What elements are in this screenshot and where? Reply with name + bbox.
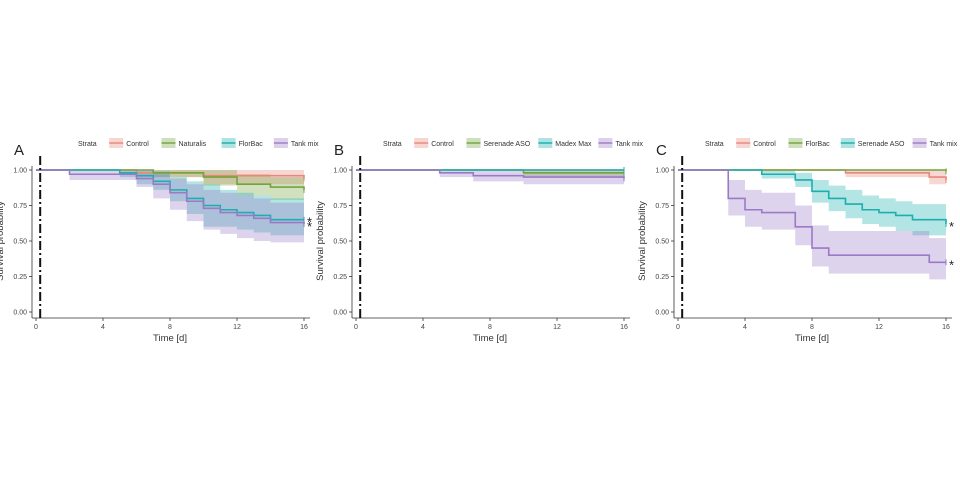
legend-label: Serenade ASO <box>858 141 905 148</box>
y-tick-label: 0.50 <box>13 239 27 246</box>
y-axis-label: Survival probability <box>0 201 6 281</box>
y-tick-label: 1.00 <box>333 168 347 175</box>
x-tick-label: 0 <box>676 324 680 331</box>
y-tick-label: 0.00 <box>333 310 347 317</box>
ci-band-tank-mix <box>678 170 946 280</box>
significance-asterisk: * <box>949 219 954 234</box>
x-tick-label: 8 <box>810 324 814 331</box>
legend-label: Control <box>753 141 776 148</box>
survival-curve-naturalis <box>36 169 305 190</box>
y-tick-label: 0.00 <box>655 310 669 317</box>
significance-asterisk: * <box>307 215 312 230</box>
legend-label: Control <box>126 141 149 148</box>
legend-label: FlorBac <box>239 141 264 148</box>
y-tick-label: 1.00 <box>13 168 27 175</box>
ci-band-florbac <box>36 170 304 236</box>
legend-title: Strata <box>705 141 724 148</box>
ci-band-serenade-aso <box>678 170 946 240</box>
survival-curve-tank-mix <box>36 169 305 224</box>
y-tick-label: 0.50 <box>333 239 347 246</box>
legend-title: Strata <box>78 141 97 148</box>
y-tick-label: 0.25 <box>655 274 669 281</box>
panel-a: A Strata Control Naturalis FlorBac Tank mix 0.… <box>0 138 319 344</box>
legend-label: Naturalis <box>179 141 207 148</box>
y-tick-label: 0.75 <box>13 203 27 210</box>
y-tick-label: 0.00 <box>13 310 27 317</box>
x-tick-label: 0 <box>34 324 38 331</box>
x-axis-label: Time [d] <box>473 333 507 344</box>
ci-band-serenade-aso <box>356 170 624 178</box>
panel-letter: A <box>14 142 24 159</box>
legend-label: Tank mix <box>615 141 643 148</box>
survival-curve-tank-mix <box>678 169 946 264</box>
y-tick-label: 0.25 <box>13 274 27 281</box>
x-tick-label: 4 <box>421 324 425 331</box>
x-tick-label: 16 <box>942 324 950 331</box>
panel-c: C Strata Control FlorBac Serenade ASO Tank mi… <box>637 138 958 344</box>
y-tick-label: 0.75 <box>655 203 669 210</box>
legend-label: Serenade ASO <box>484 141 531 148</box>
legend-label: Control <box>431 141 454 148</box>
legend-label: Madex Max <box>555 141 592 148</box>
legend-label: Tank mix <box>291 141 319 148</box>
significance-asterisk: * <box>307 219 312 234</box>
x-tick-label: 4 <box>743 324 747 331</box>
x-tick-label: 16 <box>300 324 308 331</box>
ci-band-tank-mix <box>356 170 624 186</box>
ci-band-control <box>678 170 946 188</box>
x-tick-label: 16 <box>620 324 628 331</box>
y-axis-label: Survival probability <box>315 201 326 281</box>
panel-b: B Strata Control Serenade ASO Madex Max Tank … <box>315 138 644 344</box>
legend: Strata Control FlorBac Serenade ASO Tank mix <box>705 138 958 148</box>
panel-letter: B <box>334 142 344 159</box>
x-tick-label: 12 <box>553 324 561 331</box>
significance-asterisk: * <box>949 257 954 272</box>
panel-letter: C <box>656 142 667 159</box>
legend-label: FlorBac <box>806 141 831 148</box>
x-tick-label: 12 <box>233 324 241 331</box>
y-tick-label: 0.50 <box>655 239 669 246</box>
y-tick-label: 0.75 <box>333 203 347 210</box>
survival-curve-tank-mix <box>356 169 625 179</box>
x-tick-label: 8 <box>168 324 172 331</box>
x-tick-label: 12 <box>875 324 883 331</box>
x-tick-label: 8 <box>488 324 492 331</box>
x-tick-label: 0 <box>354 324 358 331</box>
legend-label: Tank mix <box>930 141 958 148</box>
x-tick-label: 4 <box>101 324 105 331</box>
y-axis-label: Survival probability <box>637 201 648 281</box>
legend: Strata Control Serenade ASO Madex Max Tank m… <box>383 138 644 148</box>
x-axis-label: Time [d] <box>153 333 187 344</box>
ci-band-tank-mix <box>36 170 304 244</box>
legend-title: Strata <box>383 141 402 148</box>
legend: Strata Control Naturalis FlorBac Tank mix <box>78 138 319 148</box>
survival-curve-serenade-aso <box>678 169 947 224</box>
x-axis-label: Time [d] <box>795 333 829 344</box>
y-tick-label: 0.25 <box>333 274 347 281</box>
y-tick-label: 1.00 <box>655 168 669 175</box>
